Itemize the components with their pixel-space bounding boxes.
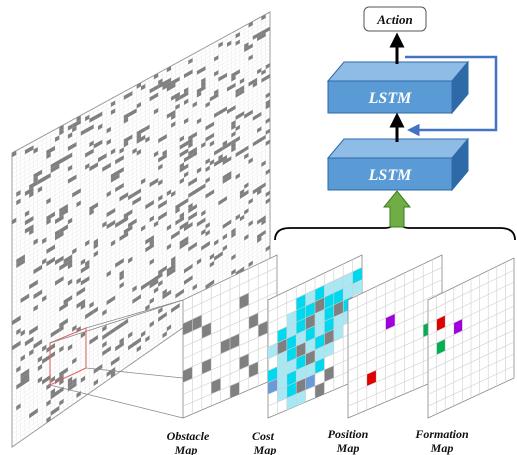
lstm-bottom-label: LSTM: [368, 167, 412, 184]
map-labels: Obstacle Map Cost Map Position Map Forma…: [167, 427, 469, 455]
obstacle-map-label-line1: Obstacle: [167, 429, 210, 443]
action-label: Action: [376, 12, 412, 27]
projection-lines: [49, 299, 184, 419]
local-map-layers: [182, 254, 515, 419]
obstacle-map-label-line2: Map: [174, 443, 198, 455]
input-up-arrow: [382, 190, 412, 228]
cost-map-label-line2: Map: [253, 443, 277, 455]
position-map-layer: [347, 254, 443, 419]
environment-map-gridlines: [11, 14, 271, 444]
position-map-label-line1: Position: [328, 427, 369, 441]
recurrent-feedback-arrow: [405, 55, 498, 137]
position-map-label-line2: Map: [336, 441, 360, 455]
formation-map-label-line2: Map: [430, 441, 454, 455]
action-node: Action: [363, 6, 427, 32]
lstm-block-top: LSTM: [326, 60, 470, 115]
environment-map: [11, 11, 271, 448]
lstm-block-bottom: LSTM: [326, 137, 470, 192]
formation-map-layer: [427, 257, 515, 419]
lstm-top-label: LSTM: [368, 90, 412, 107]
cost-map-label-line1: Cost: [252, 429, 275, 443]
environment-obstacles: [12, 14, 270, 423]
formation-map-label-line1: Formation: [414, 427, 469, 441]
